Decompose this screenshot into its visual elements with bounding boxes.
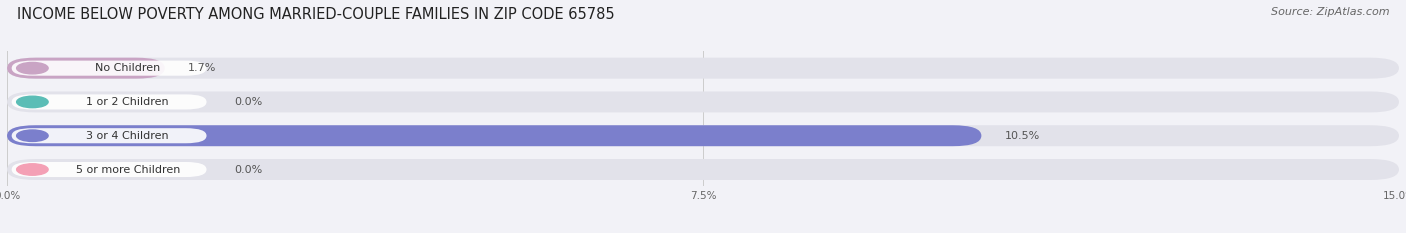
Text: 3 or 4 Children: 3 or 4 Children xyxy=(86,131,169,141)
Circle shape xyxy=(17,62,48,74)
Text: 10.5%: 10.5% xyxy=(1004,131,1040,141)
Text: 5 or more Children: 5 or more Children xyxy=(76,164,180,175)
Circle shape xyxy=(17,96,48,108)
FancyBboxPatch shape xyxy=(7,58,1399,79)
Text: 0.0%: 0.0% xyxy=(235,164,263,175)
FancyBboxPatch shape xyxy=(7,92,1399,112)
FancyBboxPatch shape xyxy=(11,128,207,143)
FancyBboxPatch shape xyxy=(11,94,207,110)
FancyBboxPatch shape xyxy=(7,125,1399,146)
Text: 1 or 2 Children: 1 or 2 Children xyxy=(86,97,169,107)
FancyBboxPatch shape xyxy=(7,125,981,146)
FancyBboxPatch shape xyxy=(7,159,1399,180)
Circle shape xyxy=(17,164,48,175)
Text: INCOME BELOW POVERTY AMONG MARRIED-COUPLE FAMILIES IN ZIP CODE 65785: INCOME BELOW POVERTY AMONG MARRIED-COUPL… xyxy=(17,7,614,22)
Circle shape xyxy=(17,130,48,141)
FancyBboxPatch shape xyxy=(11,162,207,177)
Text: 0.0%: 0.0% xyxy=(235,97,263,107)
Text: Source: ZipAtlas.com: Source: ZipAtlas.com xyxy=(1271,7,1389,17)
FancyBboxPatch shape xyxy=(7,58,165,79)
FancyBboxPatch shape xyxy=(11,61,207,76)
Text: No Children: No Children xyxy=(96,63,160,73)
Text: 1.7%: 1.7% xyxy=(188,63,217,73)
